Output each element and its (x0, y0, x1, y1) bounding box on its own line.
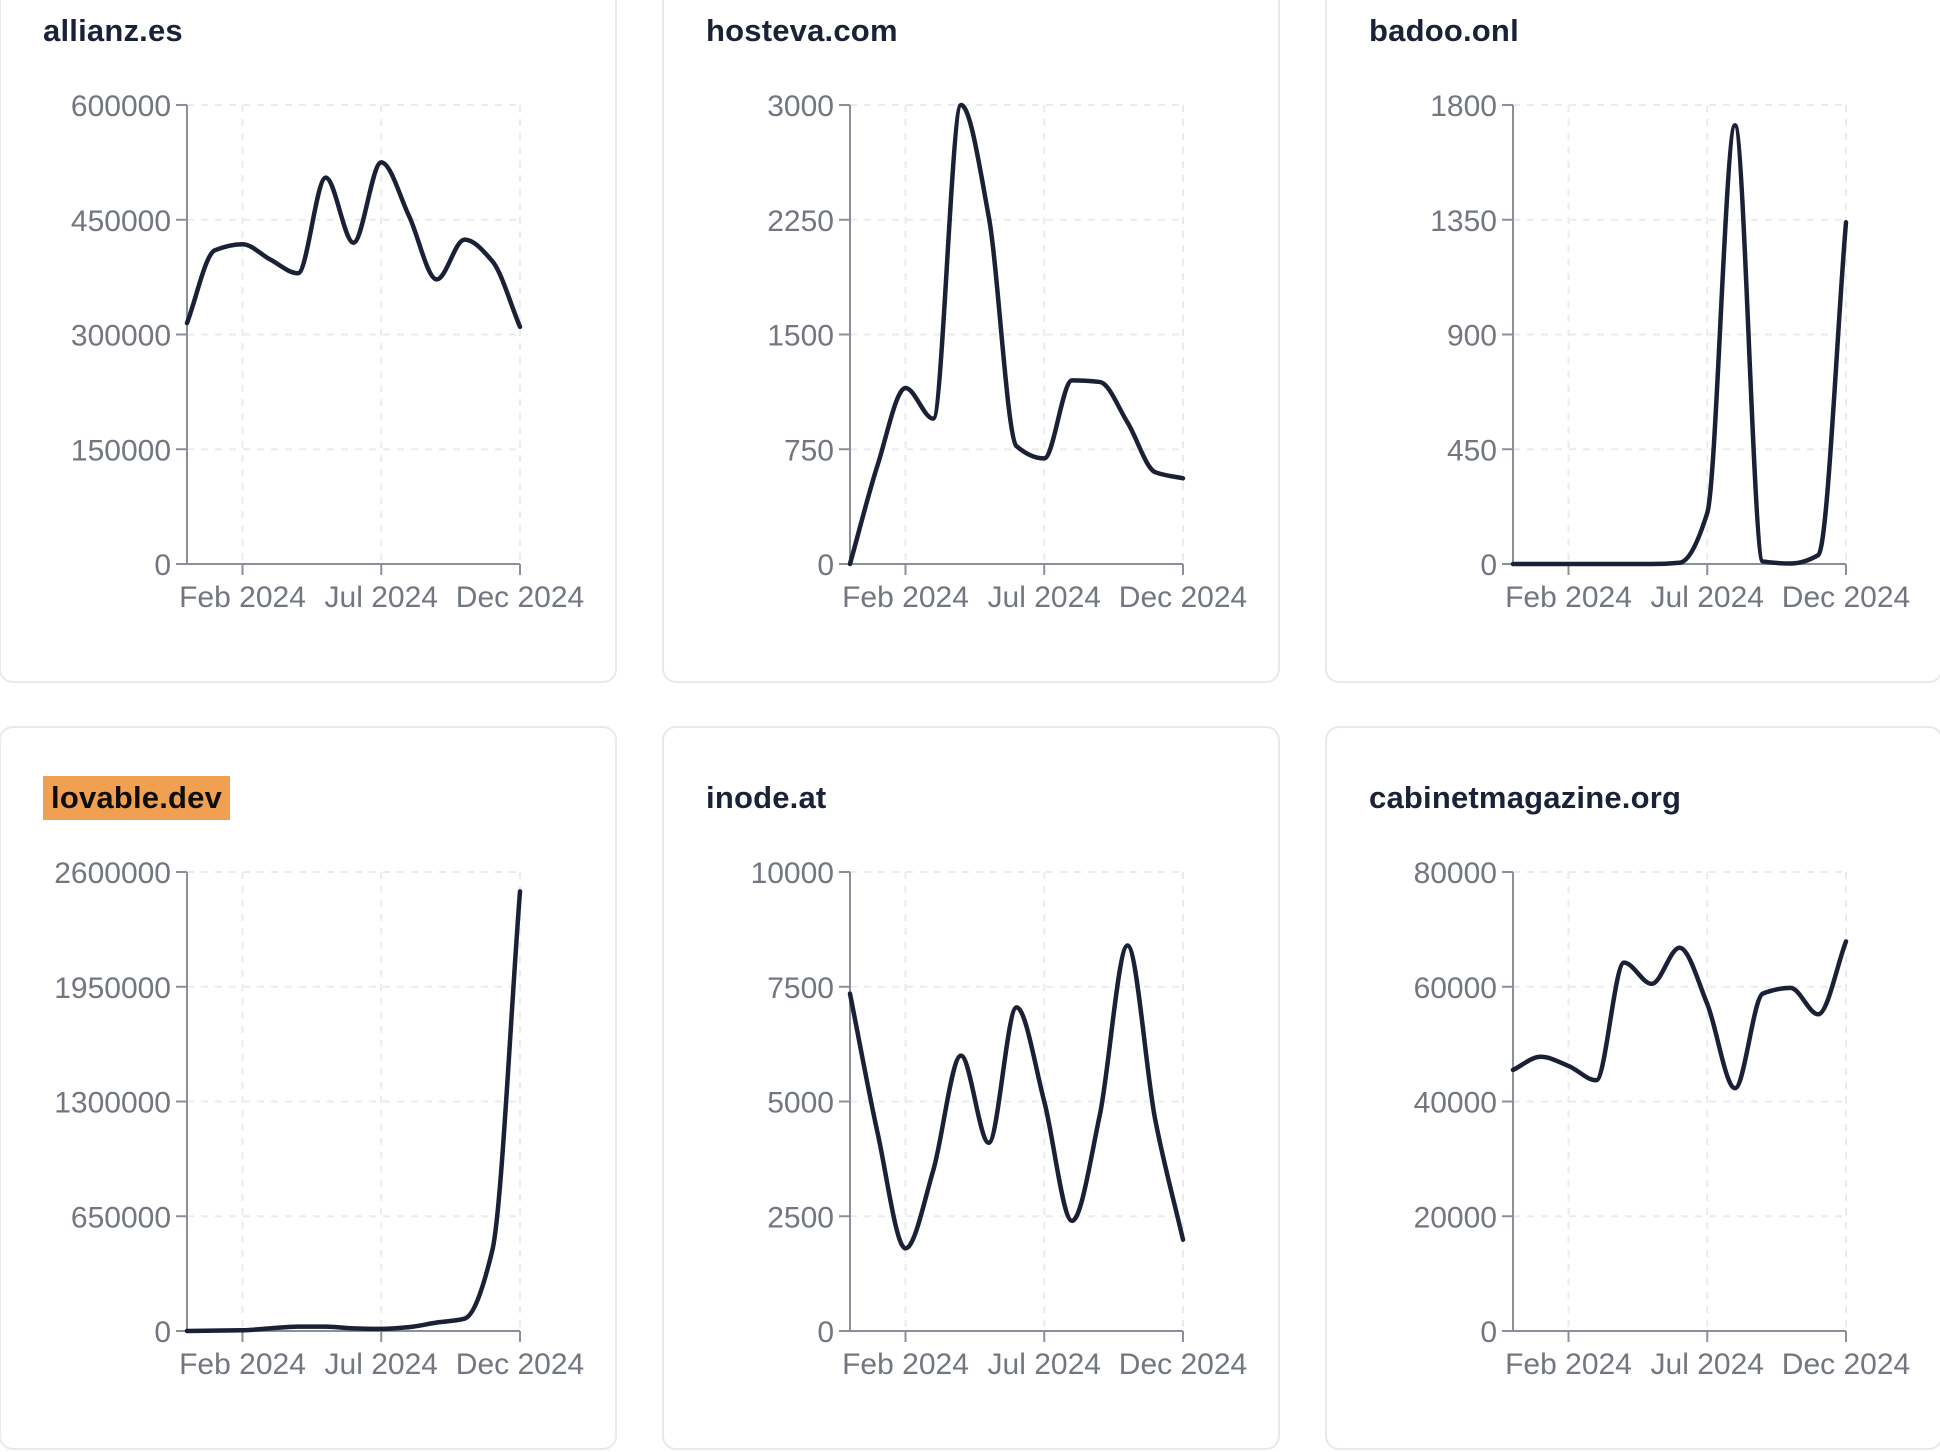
y-tick-label: 5000 (767, 1087, 834, 1120)
y-tick-label: 7500 (767, 972, 834, 1005)
chart-title-text: inode.at (706, 780, 827, 815)
y-tick-label: 10000 (751, 857, 834, 890)
y-tick-label: 60000 (1414, 972, 1497, 1005)
x-tick-label: Jul 2024 (988, 581, 1101, 614)
y-tick-label: 1350 (1430, 205, 1497, 238)
chart-card: inode.at 0 2500 5000 7500 10000 Feb 2024 Jul 20… (662, 726, 1280, 1450)
y-tick-label: 1300000 (54, 1087, 171, 1120)
y-tick-label: 0 (817, 1316, 834, 1349)
y-tick-label: 600000 (71, 90, 171, 123)
y-tick-label: 20000 (1414, 1201, 1497, 1234)
y-tick-label: 0 (1480, 1316, 1497, 1349)
y-tick-label: 0 (1480, 549, 1497, 582)
chart-title: hosteva.com (706, 13, 898, 49)
y-tick-label: 0 (154, 1316, 171, 1349)
y-tick-label: 2250 (767, 205, 834, 238)
y-tick-label: 450 (1447, 434, 1497, 467)
x-tick-label: Jul 2024 (325, 1348, 438, 1381)
y-tick-label: 1950000 (54, 972, 171, 1005)
y-tick-label: 1500 (767, 320, 834, 353)
y-tick-label: 0 (817, 549, 834, 582)
data-line (1510, 123, 1849, 567)
x-tick-label: Feb 2024 (179, 1348, 306, 1381)
x-tick-label: Dec 2024 (456, 581, 584, 614)
chart-title-text-highlighted: lovable.dev (43, 776, 231, 820)
x-tick-label: Dec 2024 (1782, 1348, 1910, 1381)
chart-card: badoo.onl 0 450 900 1350 1800 Feb 2024 Jul 2024… (1325, 0, 1940, 683)
y-tick-label: 750 (784, 434, 834, 467)
x-tick-label: Jul 2024 (1651, 581, 1764, 614)
chart-card: cabinetmagazine.org 0 20000 40000 60000 80000… (1325, 726, 1940, 1450)
chart-title: inode.at (706, 780, 826, 816)
line-chart: 0 20000 40000 60000 80000 Feb 2024 Jul 2024 Dec… (1414, 857, 1911, 1381)
line-chart: 0 2500 5000 7500 10000 Feb 2024 Jul 2024 Dec 20… (751, 857, 1248, 1381)
chart-title: badoo.onl (1369, 13, 1519, 49)
data-line (847, 102, 1186, 567)
x-tick-label: Dec 2024 (1119, 1348, 1247, 1381)
y-tick-label: 2500 (767, 1201, 834, 1234)
line-chart: 0 150000 300000 450000 600000 Feb 2024 Jul 202… (71, 90, 584, 614)
y-tick-label: 40000 (1414, 1087, 1497, 1120)
chart-card: allianz.es 0 150000 300000 450000 600000 Feb 2… (0, 0, 617, 683)
y-tick-label: 650000 (71, 1201, 171, 1234)
y-tick-label: 1800 (1430, 90, 1497, 123)
data-line (1510, 939, 1849, 1091)
chart-title-text: hosteva.com (706, 13, 898, 48)
chart-title: lovable.dev (43, 776, 231, 820)
x-tick-label: Jul 2024 (325, 581, 438, 614)
chart-title-text: cabinetmagazine.org (1369, 780, 1682, 815)
x-tick-label: Feb 2024 (842, 581, 969, 614)
x-tick-label: Dec 2024 (456, 1348, 584, 1381)
x-tick-label: Feb 2024 (1505, 1348, 1632, 1381)
chart-title-text: allianz.es (43, 13, 183, 48)
data-line (184, 160, 523, 330)
x-tick-label: Feb 2024 (1505, 581, 1632, 614)
y-tick-label: 450000 (71, 205, 171, 238)
y-tick-label: 900 (1447, 320, 1497, 353)
chart-card: lovable.dev 0 650000 1300000 1950000 2600000 F… (0, 726, 617, 1450)
y-tick-label: 300000 (71, 320, 171, 353)
chart-title-text: badoo.onl (1369, 13, 1519, 48)
data-line (184, 889, 523, 1334)
x-tick-label: Jul 2024 (1651, 1348, 1764, 1381)
y-tick-label: 80000 (1414, 857, 1497, 890)
chart-title: cabinetmagazine.org (1369, 780, 1681, 816)
data-line (847, 943, 1186, 1251)
y-tick-label: 3000 (767, 90, 834, 123)
x-tick-label: Dec 2024 (1782, 581, 1910, 614)
y-tick-label: 2600000 (54, 857, 171, 890)
x-tick-label: Feb 2024 (842, 1348, 969, 1381)
x-tick-label: Jul 2024 (988, 1348, 1101, 1381)
x-tick-label: Dec 2024 (1119, 581, 1247, 614)
chart-card: hosteva.com 0 750 1500 2250 3000 Feb 2024 Jul 2… (662, 0, 1280, 683)
line-chart: 0 750 1500 2250 3000 Feb 2024 Jul 2024 Dec 2024 (767, 90, 1247, 614)
y-tick-label: 0 (154, 549, 171, 582)
x-tick-label: Feb 2024 (179, 581, 306, 614)
line-chart: 0 650000 1300000 1950000 2600000 Feb 2024 Jul … (54, 857, 584, 1381)
y-tick-label: 150000 (71, 434, 171, 467)
line-chart: 0 450 900 1350 1800 Feb 2024 Jul 2024 Dec 2024 (1430, 90, 1910, 614)
chart-title: allianz.es (43, 13, 183, 49)
